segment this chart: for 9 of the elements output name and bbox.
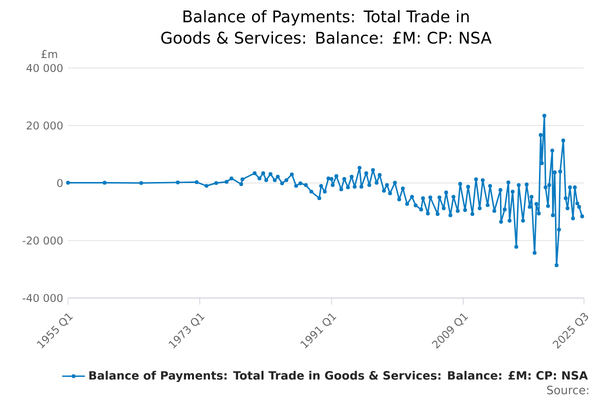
y-tick-label: 20 000	[26, 121, 63, 130]
y-tick-label: 40 000	[26, 64, 63, 72]
legend-label: Balance of Payments: Total Trade in Goods & Services: Balance: £M: CP: NSA	[89, 370, 588, 382]
source-note: Source:	[547, 386, 588, 394]
y-tick-label: 0	[57, 178, 63, 188]
y-tick-label: -20 000	[22, 236, 63, 245]
y-axis-title: £m	[41, 50, 58, 58]
chart-title: Balance of Payments: Total Trade in Goods & Services: Balance: £M: CP: NSA	[161, 10, 492, 44]
y-tick-label: -40 000	[22, 294, 63, 302]
